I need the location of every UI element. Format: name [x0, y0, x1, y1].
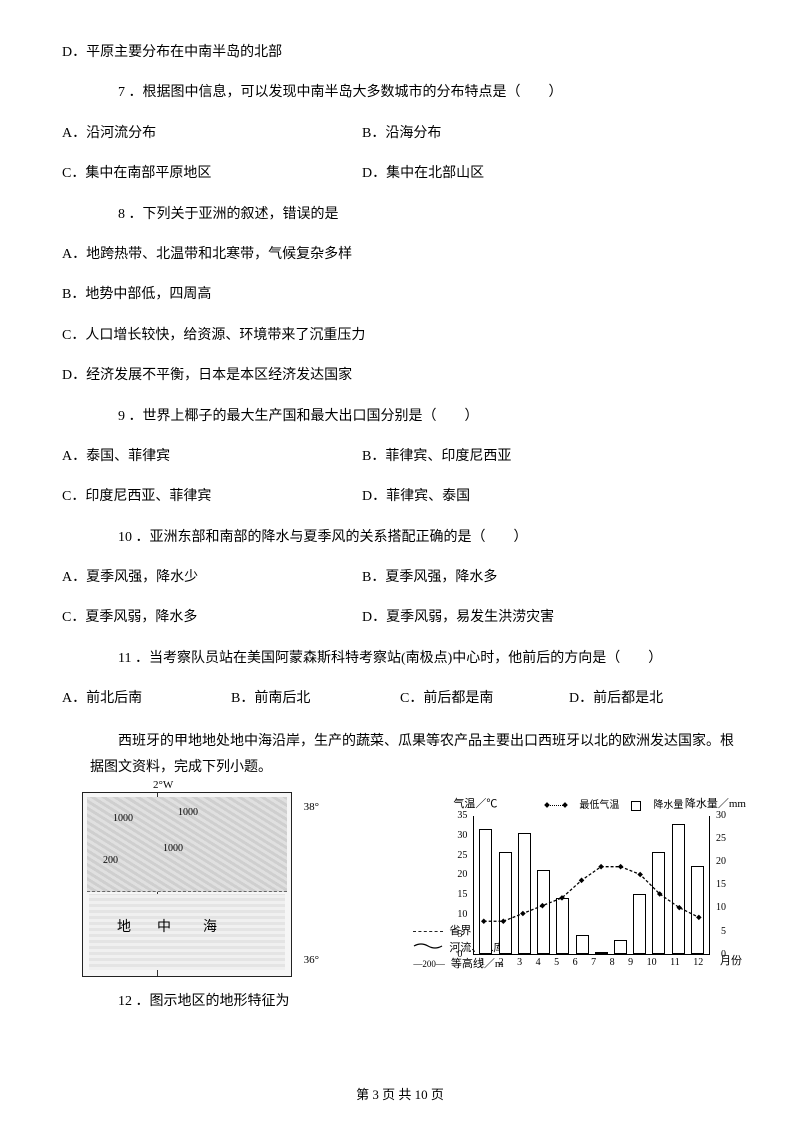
q11-row: A．前北后南 B．前南后北 C．前后都是南 D．前后都是北: [62, 688, 738, 710]
chart-bar: [479, 829, 492, 954]
q7-option-c: C．集中在南部平原地区: [62, 163, 362, 185]
chart-bar: [595, 952, 608, 954]
q9-row-cd: C．印度尼西亚、菲律宾 D．菲律宾、泰国: [62, 486, 738, 508]
legend-precip-label: 降水量: [653, 798, 683, 814]
q10-stem: 10 ．亚洲东部和南部的降水与夏季风的关系搭配正确的是（ ）: [62, 527, 738, 549]
q6-option-d: D．平原主要分布在中南半岛的北部: [62, 42, 738, 64]
footer-total: 10: [415, 1087, 428, 1102]
legend-temp-label: 最低气温: [579, 798, 619, 814]
q7-row-ab: A．沿河流分布 B．沿海分布: [62, 123, 738, 145]
passage-intro: 西班牙的甲地地处地中海沿岸，生产的蔬菜、瓜果等农产品主要出口西班牙以北的欧洲发达…: [62, 729, 738, 782]
map-elev-1: 1000: [113, 811, 133, 827]
chart-xlabel: 月份: [720, 953, 742, 971]
chart-bar: [652, 852, 665, 954]
climate-chart: 气温／℃ 降水量／mm 最低气温 降水量 05101520253035 0510…: [445, 792, 738, 977]
legend-boundary-symbol: [413, 931, 443, 932]
q10-option-d: D．夏季风弱，易发生洪涝灾害: [362, 607, 738, 629]
q7-option-a: A．沿河流分布: [62, 123, 362, 145]
legend-temp-symbol: [545, 805, 567, 806]
map-elev-3: 1000: [163, 841, 183, 857]
q12-stem: 12 ．图示地区的地形特征为: [62, 991, 738, 1013]
map-elev-4: 200: [103, 853, 118, 869]
chart-legend: 最低气温 降水量: [545, 798, 683, 814]
q10-option-c: C．夏季风弱，降水多: [62, 607, 362, 629]
q7-row-cd: C．集中在南部平原地区 D．集中在北部山区: [62, 163, 738, 185]
footer-pre: 第: [356, 1087, 372, 1102]
q9-option-c: C．印度尼西亚、菲律宾: [62, 486, 362, 508]
q9-option-b: B．菲律宾、印度尼西亚: [362, 446, 738, 468]
q7-option-d: D．集中在北部山区: [362, 163, 738, 185]
q11-stem: 11 ．当考察队员站在美国阿蒙森斯科特考察站(南极点)中心时，他前后的方向是（ …: [62, 648, 738, 670]
chart-bar: [537, 870, 550, 953]
q8-option-c: C．人口增长较快，给资源、环境带来了沉重压力: [62, 325, 738, 347]
chart-bars: [474, 816, 709, 954]
chart-bar: [576, 935, 589, 954]
map-lat-36: 36°: [304, 952, 319, 970]
chart-bar: [518, 833, 531, 953]
chart-bar: [614, 940, 627, 954]
q10-row-ab: A．夏季风强，降水少 B．夏季风强，降水多: [62, 567, 738, 589]
map-sea-label-1: 地 中: [117, 917, 177, 939]
q11-option-d: D．前后都是北: [569, 688, 738, 710]
q9-row-ab: A．泰国、菲律宾 B．菲律宾、印度尼西亚: [62, 446, 738, 468]
q7-option-b: B．沿海分布: [362, 123, 738, 145]
chart-xticks: 123456789101112: [473, 955, 710, 971]
map-lat-38: 38°: [304, 799, 319, 817]
q10-option-b: B．夏季风强，降水多: [362, 567, 738, 589]
map-longitude-label: 2°W: [153, 777, 173, 795]
chart-bar: [691, 866, 704, 954]
q11-option-c: C．前后都是南: [400, 688, 569, 710]
q11-option-b: B．前南后北: [231, 688, 400, 710]
q9-stem: 9 ．世界上椰子的最大生产国和最大出口国分别是（ ）: [62, 406, 738, 428]
legend-precip-symbol: [631, 801, 641, 811]
q8-stem: 8 ．下列关于亚洲的叙述，错误的是: [62, 204, 738, 226]
map-figure: 2°W 38° 36° 1000 1000 1000 200 地 中 海: [82, 792, 292, 977]
legend-contour-symbol: —200—: [413, 958, 445, 972]
map-elev-2: 1000: [178, 805, 198, 821]
legend-river-symbol: [413, 940, 443, 957]
q8-option-d: D．经济发展不平衡，日本是本区经济发达国家: [62, 365, 738, 387]
chart-bar: [556, 898, 569, 954]
q8-option-b: B．地势中部低，四周高: [62, 284, 738, 306]
figure-row: 2°W 38° 36° 1000 1000 1000 200 地 中 海 省界 …: [82, 792, 738, 977]
page-footer: 第 3 页 共 10 页: [0, 1085, 800, 1106]
q7-stem: 7 ．根据图中信息，可以发现中南半岛大多数城市的分布特点是（ ）: [62, 82, 738, 104]
q8-option-a: A．地跨热带、北温带和北寒带，气候复杂多样: [62, 244, 738, 266]
chart-bar: [672, 824, 685, 954]
chart-bar: [499, 852, 512, 954]
chart-plot-area: [473, 816, 710, 955]
q9-option-d: D．菲律宾、泰国: [362, 486, 738, 508]
q9-option-a: A．泰国、菲律宾: [62, 446, 362, 468]
q10-row-cd: C．夏季风弱，降水多 D．夏季风弱，易发生洪涝灾害: [62, 607, 738, 629]
footer-mid: 页 共: [379, 1087, 415, 1102]
footer-post: 页: [428, 1087, 444, 1102]
chart-bar: [633, 894, 646, 954]
map-sea-label-2: 海: [203, 917, 217, 939]
q10-option-a: A．夏季风强，降水少: [62, 567, 362, 589]
q11-option-a: A．前北后南: [62, 688, 231, 710]
